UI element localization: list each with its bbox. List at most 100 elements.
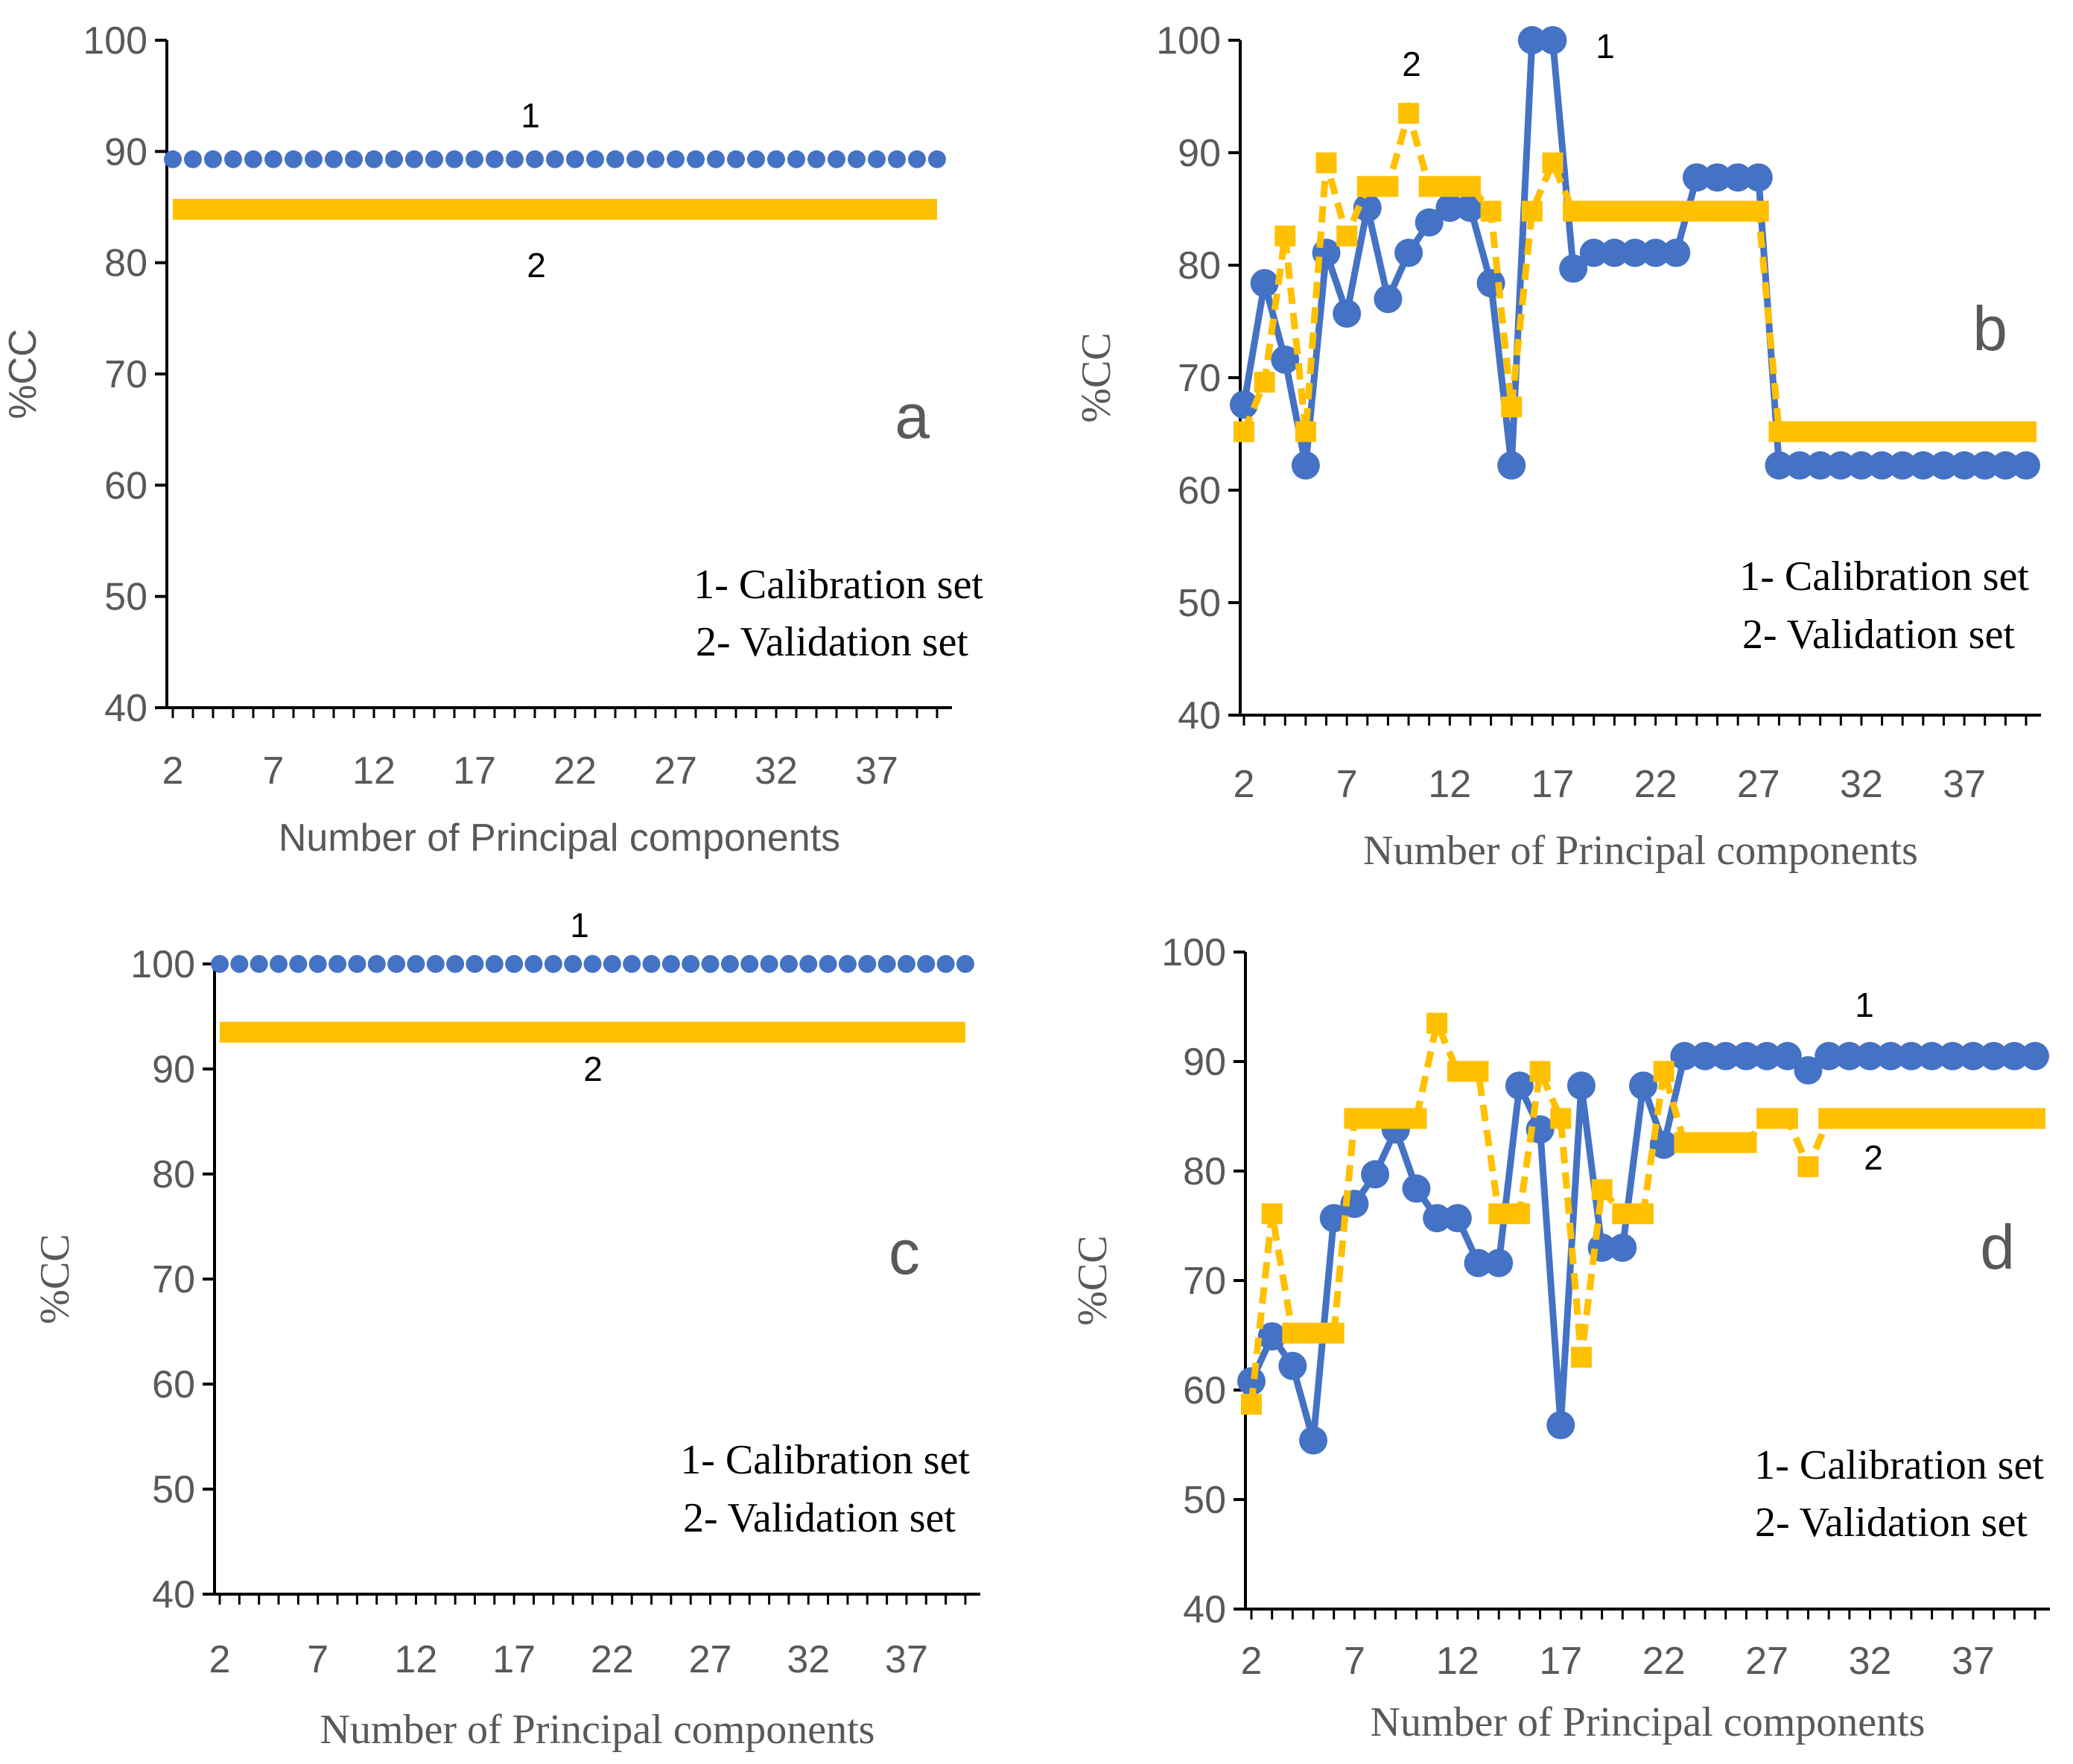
data-point: [1455, 193, 1485, 222]
data-point: [405, 150, 423, 168]
data-point: [897, 955, 915, 973]
panel-letter: d: [1980, 1212, 2015, 1282]
y-tick-label: 50: [152, 1468, 195, 1511]
y-tick-label: 90: [1178, 132, 1221, 175]
data-point: [1241, 1394, 1262, 1415]
data-point: [1794, 1056, 1823, 1085]
data-point: [325, 150, 343, 168]
y-tick-label: 90: [152, 1048, 195, 1091]
x-tick-label: 7: [1344, 1640, 1365, 1683]
data-point: [1464, 1249, 1493, 1278]
data-point: [365, 150, 383, 168]
y-tick-label: 100: [1161, 931, 1226, 974]
data-point: [1497, 451, 1526, 480]
data-point: [250, 955, 268, 973]
data-point: [211, 955, 229, 973]
y-tick-label: 90: [104, 130, 147, 174]
data-point: [348, 955, 366, 973]
data-point: [1257, 1322, 1286, 1351]
data-point: [727, 150, 745, 168]
data-point: [868, 150, 886, 168]
y-axis-title: %CC: [1070, 1235, 1116, 1325]
x-tick-label: 27: [1737, 763, 1780, 806]
data-point: [264, 150, 282, 168]
data-point: [1374, 285, 1403, 314]
data-point: [1344, 1108, 1365, 1129]
data-point: [1921, 1108, 1943, 1129]
data-point: [642, 955, 661, 973]
series-label-2: 2: [583, 1050, 603, 1088]
y-tick-label: 40: [152, 1573, 195, 1617]
data-point: [1488, 1203, 1510, 1225]
data-point: [787, 150, 805, 168]
x-tick-label: 12: [1436, 1640, 1479, 1683]
data-point: [1271, 345, 1300, 374]
x-tick-label: 12: [1428, 763, 1471, 806]
y-tick-label: 60: [104, 464, 147, 507]
y-tick-label: 60: [1183, 1369, 1226, 1412]
data-point: [1835, 1041, 1864, 1070]
data-point: [936, 955, 955, 973]
data-point: [1929, 451, 1958, 480]
data-point: [1377, 176, 1399, 197]
data-point: [1629, 1071, 1657, 1100]
data-point: [544, 955, 562, 973]
data-point: [1892, 421, 1914, 442]
data-point: [1418, 176, 1440, 197]
data-point: [1797, 1156, 1819, 1178]
x-tick-label: 32: [787, 1638, 830, 1681]
data-point: [1871, 421, 1893, 442]
data-point: [838, 955, 857, 973]
x-axis-title: Number of Principal components: [320, 1707, 875, 1753]
data-point: [204, 150, 222, 168]
y-tick-label: 80: [152, 1153, 195, 1196]
data-point: [956, 955, 974, 973]
data-point: [1888, 451, 1917, 480]
y-tick-label: 70: [1178, 357, 1221, 400]
data-point: [807, 150, 825, 168]
data-point: [1979, 1041, 2008, 1070]
data-point: [1744, 163, 1773, 192]
data-point: [445, 150, 463, 168]
data-point: [888, 150, 906, 168]
x-tick-label: 17: [492, 1638, 536, 1681]
data-point: [1826, 451, 1855, 480]
data-point: [1950, 451, 1979, 480]
data-point: [623, 955, 641, 973]
series-label-2: 2: [527, 246, 546, 285]
data-point: [485, 955, 504, 973]
data-point: [760, 955, 778, 973]
y-tick-label: 100: [83, 19, 147, 63]
data-point: [2025, 1108, 2045, 1129]
y-tick-label: 50: [1183, 1479, 1226, 1522]
data-point: [2021, 1041, 2049, 1070]
y-tick-label: 70: [152, 1258, 195, 1301]
data-point: [1765, 451, 1794, 480]
series-label-1: 1: [1855, 986, 1874, 1024]
data-point: [1550, 1108, 1572, 1129]
series-label-2: 2: [1402, 45, 1421, 83]
x-tick-label: 2: [162, 749, 184, 793]
data-point: [1859, 1108, 1881, 1129]
data-point: [1365, 1108, 1386, 1129]
x-tick-label: 37: [1943, 763, 1986, 806]
x-tick-label: 17: [1539, 1640, 1582, 1683]
x-tick-label: 37: [1952, 1640, 1995, 1683]
data-point: [928, 150, 946, 168]
data-point: [1426, 1012, 1448, 1034]
data-point: [1855, 1041, 1885, 1070]
data-point: [1435, 193, 1464, 222]
data-point: [1753, 1041, 1782, 1070]
data-point: [1974, 421, 1996, 442]
y-tick-label: 40: [1183, 1588, 1226, 1631]
legend-entry: 1- Calibration set: [680, 1437, 970, 1483]
data-point: [1727, 200, 1749, 222]
x-tick-label: 27: [654, 749, 697, 793]
legend-entry: 2- Validation set: [1755, 1500, 2028, 1546]
y-axis-title: %CC: [1, 329, 45, 419]
data-point: [701, 955, 720, 973]
data-point: [1282, 1322, 1304, 1344]
data-point: [1385, 1108, 1406, 1129]
data-point: [1583, 200, 1604, 222]
